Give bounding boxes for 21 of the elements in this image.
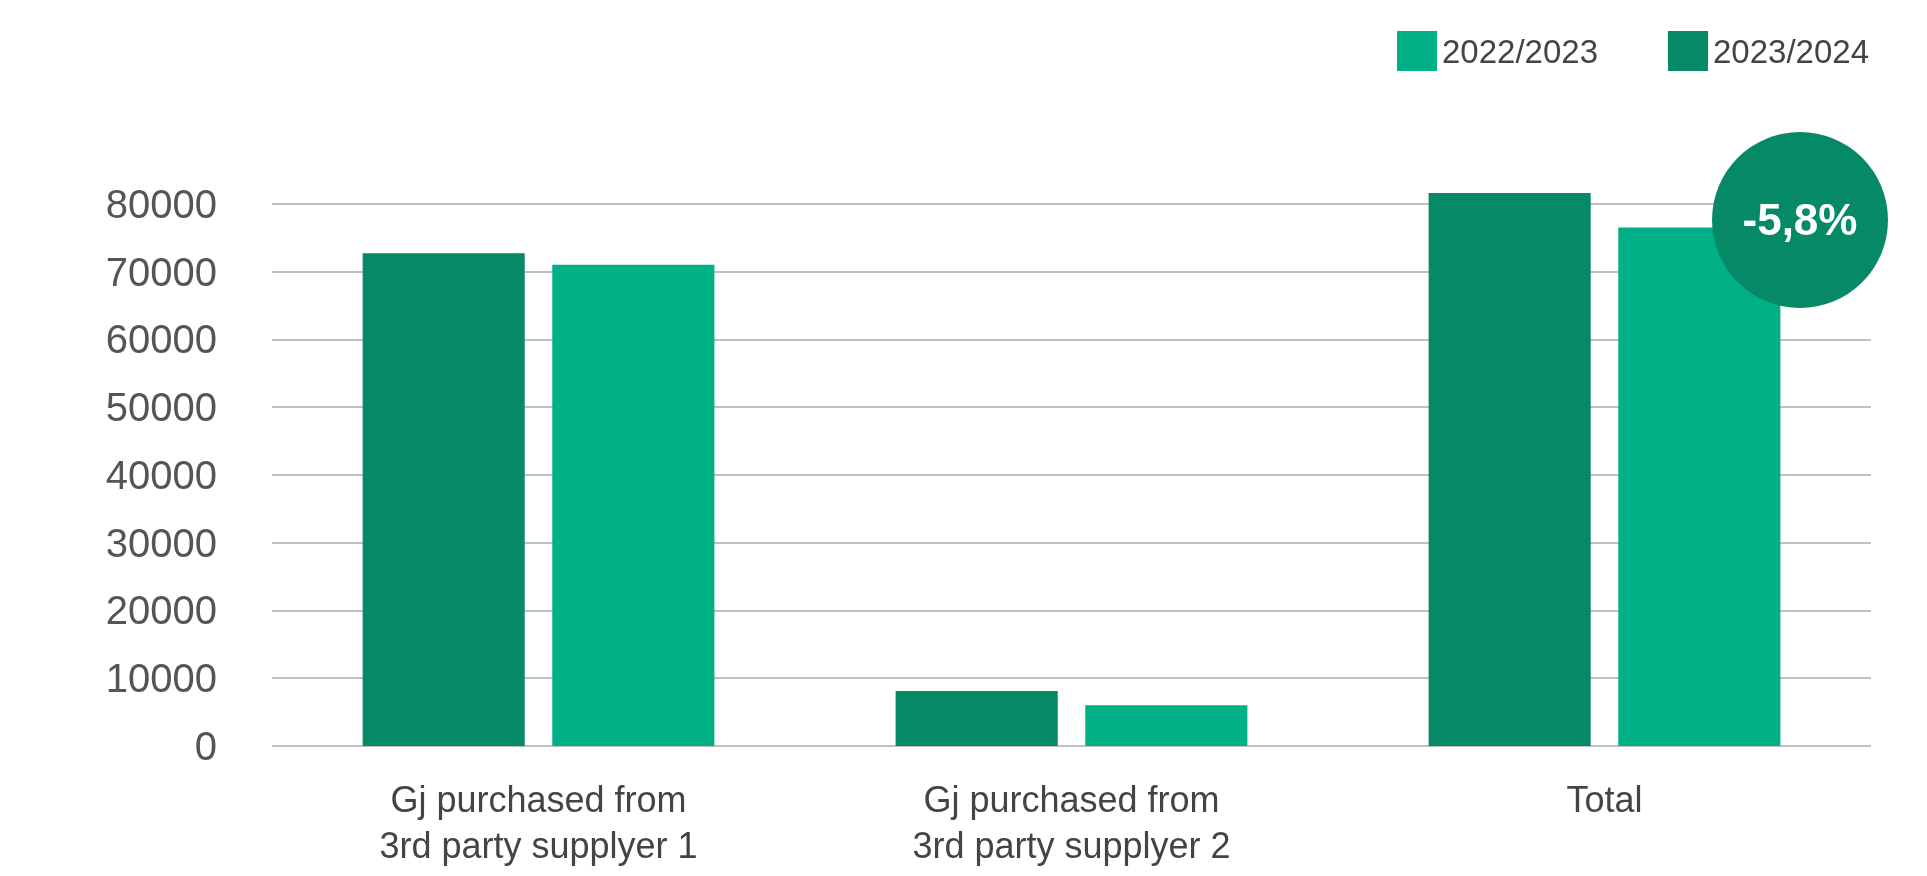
badge-circle: -5,8%	[1712, 132, 1888, 308]
y-tick-label: 50000	[105, 385, 217, 430]
y-tick-label: 10000	[105, 656, 217, 701]
bar	[895, 691, 1058, 746]
x-tick-label: Gj purchased from 3rd party supplyer 1	[379, 778, 698, 866]
bar	[1428, 193, 1591, 746]
legend-label: 2023/2024	[1713, 32, 1870, 70]
x-tick-label: Total	[1566, 778, 1643, 820]
y-tick-label: 60000	[105, 317, 217, 362]
y-tick-label: 80000	[105, 181, 217, 226]
x-tick-label: Gj purchased from 3rd party supplyer 2	[912, 778, 1231, 866]
y-tick-label: 0	[194, 724, 217, 768]
y-tick-label: 20000	[105, 588, 217, 633]
legend-label: 2022/2023	[1442, 32, 1599, 70]
bar	[552, 264, 715, 746]
bar	[362, 253, 525, 746]
y-tick-label: 30000	[105, 520, 217, 565]
bar	[1085, 705, 1248, 746]
y-tick-label: 70000	[105, 249, 217, 294]
y-tick-label: 40000	[105, 452, 217, 497]
annotation: -5,8%	[1742, 195, 1858, 245]
